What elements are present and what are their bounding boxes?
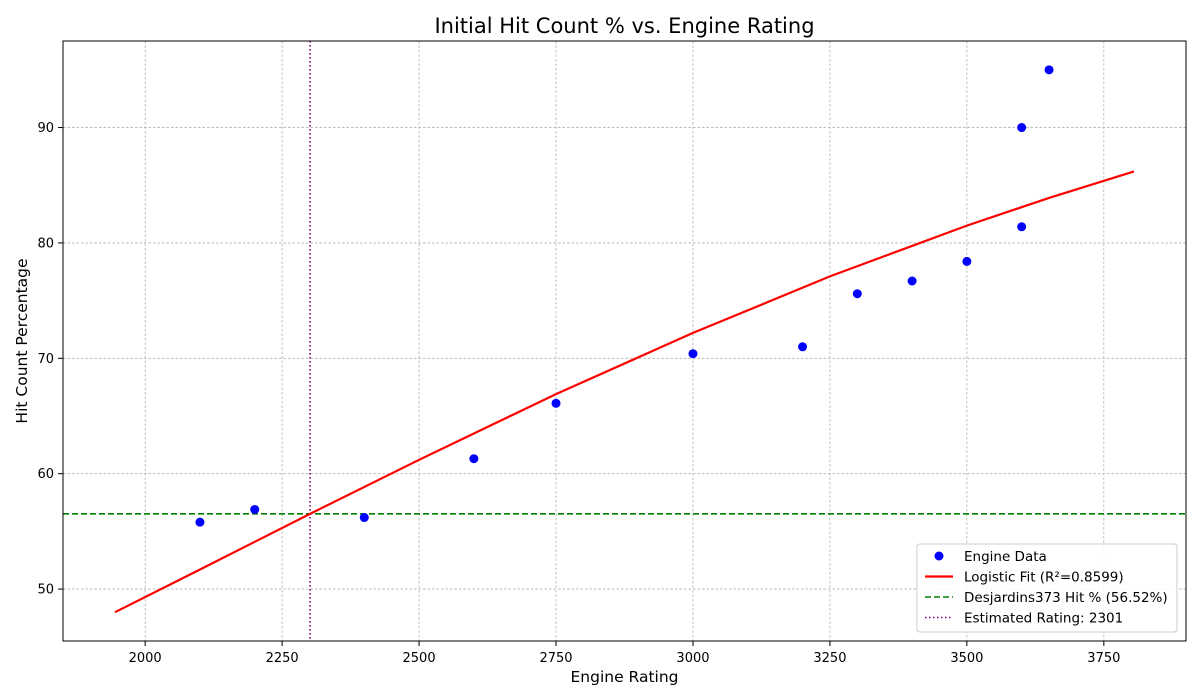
scatter-points [195,65,1054,527]
legend-label: Desjardins373 Hit % (56.52%) [964,590,1168,606]
y-tick-label: 60 [37,467,54,482]
legend-marker-scatter [934,551,944,561]
x-tick-label: 2250 [266,651,299,666]
x-axis-ticks: 2000 2250 2500 2750 3000 3250 3500 3750 [129,641,1120,666]
data-point [195,517,205,527]
data-point [551,398,561,408]
data-point [688,349,698,359]
x-tick-label: 3250 [813,651,846,666]
x-tick-label: 3750 [1087,651,1120,666]
y-axis-title: Hit Count Percentage [13,258,31,423]
data-point [798,342,808,352]
y-axis-ticks: 50 60 70 80 90 [37,121,63,598]
data-point [1017,222,1027,232]
fit-line-group [114,170,1135,614]
data-point [962,256,972,266]
data-point [852,289,862,299]
chart-title: Initial Hit Count % vs. Engine Rating [434,14,814,38]
y-tick-label: 90 [37,121,54,136]
plot-frame [62,40,1187,642]
legend-label: Logistic Fit (R²=0.8599) [964,570,1124,586]
x-tick-label: 2000 [129,651,162,666]
x-tick-label: 2750 [539,651,572,666]
data-point [469,454,479,464]
data-point [907,276,917,286]
grid [63,41,1186,641]
data-point [1017,123,1027,133]
legend-box [916,543,1178,633]
x-tick-label: 2500 [403,651,436,666]
data-point [250,504,260,514]
legend-label: Engine Data [964,549,1047,565]
legend-label: Estimated Rating: 2301 [964,611,1123,627]
x-axis-title: Engine Rating [570,668,678,686]
legend: Engine Data Logistic Fit (R²=0.8599) Desja… [916,543,1178,633]
x-tick-label: 3000 [676,651,709,666]
y-tick-label: 50 [37,583,54,598]
data-point [359,513,369,523]
data-point [1044,65,1054,75]
y-tick-label: 70 [37,352,54,367]
reference-lines [63,41,1186,641]
x-tick-label: 3500 [950,651,983,666]
y-tick-label: 80 [37,236,54,251]
fit-line [114,170,1135,614]
